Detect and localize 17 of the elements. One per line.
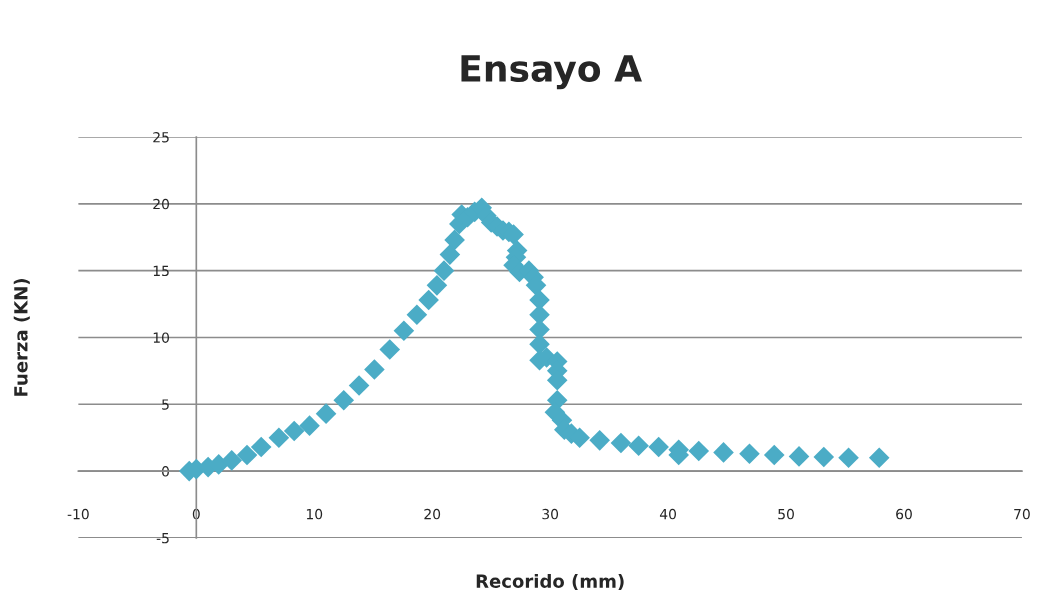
y-tick-label: 5 <box>162 399 169 410</box>
x-tick-label: 70 <box>1014 508 1030 520</box>
x-tick-label: -10 <box>67 508 89 520</box>
chart-title: Ensayo A <box>461 55 642 90</box>
x-tick-label: 50 <box>778 508 794 520</box>
x-tick-label: 40 <box>659 508 677 520</box>
y-tick-label: 10 <box>153 332 169 343</box>
x-tick-label: 10 <box>306 508 323 520</box>
y-tick-label: -5 <box>156 533 169 544</box>
y-tick-label: 20 <box>153 198 169 210</box>
y-tick-label: 15 <box>153 265 169 277</box>
x-tick-label: 20 <box>424 508 441 520</box>
x-tick-label: 60 <box>896 508 912 520</box>
x-tick-label: 30 <box>542 508 559 520</box>
y-tick-label: 25 <box>153 132 169 143</box>
y-axis-title: Fuerza (KN) <box>13 279 30 396</box>
x-axis-title: Recorido (mm) <box>476 573 624 591</box>
